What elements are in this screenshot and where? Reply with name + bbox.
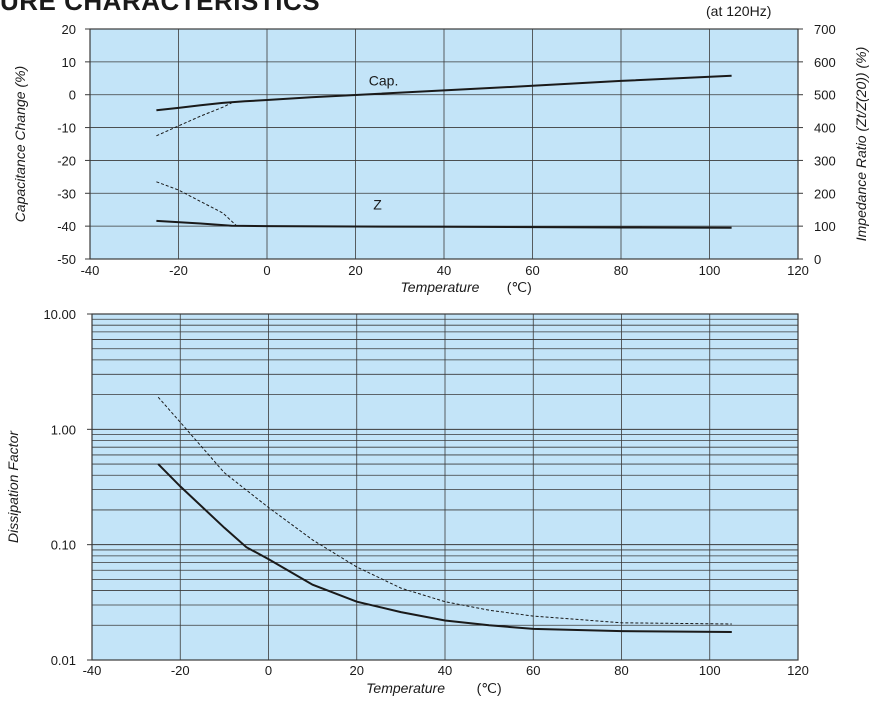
chart1-x-tick-label: -40 — [81, 263, 100, 278]
chart1-y2-tick-label: 0 — [814, 252, 821, 267]
chart1-x-tick-label: 100 — [699, 263, 721, 278]
chart1-y-tick-label: -30 — [57, 186, 76, 201]
chart1-y2-tick-label: 500 — [814, 88, 836, 103]
chart2-x-tick-label: -20 — [171, 663, 190, 678]
chart2-y-tick-label: 1.00 — [51, 422, 76, 437]
chart2-y-axis-title: Dissipation Factor — [5, 430, 21, 543]
chart1-x-axis-title: Temperature — [401, 279, 480, 295]
chart1-y-tick-label: -20 — [57, 153, 76, 168]
chart1-y-tick-label: -40 — [57, 219, 76, 234]
chart1-y-tick-label: -50 — [57, 252, 76, 267]
chart2-frame — [91, 313, 799, 661]
chart1-frame — [89, 28, 799, 260]
chart1-y2-tick-label: 100 — [814, 219, 836, 234]
chart1-capacitance-line — [156, 74, 732, 112]
chart1-x-tick-label: 120 — [787, 263, 809, 278]
chart2-x-tick-label: 0 — [265, 663, 272, 678]
chart2-dissipation-dashed-line — [157, 396, 732, 625]
chart1-x-tick-label: 20 — [348, 263, 362, 278]
chart1-y2-tick-label: 200 — [814, 186, 836, 201]
chart1-y2-tick-label: 300 — [814, 153, 836, 168]
chart2-x-axis-unit: (℃) — [477, 680, 502, 696]
chart1-impedance-dashed-line — [156, 181, 237, 226]
page-title: URE CHARACTERISTICS — [0, 0, 321, 16]
chart2-x-tick-label: 100 — [699, 663, 721, 678]
chart2-x-tick-label: 20 — [350, 663, 364, 678]
chart1-y-tick-label: -10 — [57, 121, 76, 136]
chart1-capacitance-dashed-line — [156, 102, 232, 137]
chart1-series-label-z: Z — [373, 197, 382, 213]
chart1-y2-tick-label: 700 — [814, 22, 836, 37]
chart2-x-axis-title: Temperature — [366, 680, 445, 696]
chart1-impedance-line — [156, 219, 732, 229]
chart1-y-tick-label: 0 — [69, 88, 76, 103]
chart2-dissipation-line — [157, 463, 732, 633]
chart1-y-axis-title: Capacitance Change (%) — [12, 66, 28, 222]
chart2-x-tick-label: -40 — [83, 663, 102, 678]
chart1-x-tick-label: 0 — [263, 263, 270, 278]
chart1-x-tick-label: 40 — [437, 263, 451, 278]
chart1-y-tick-label: 10 — [62, 55, 76, 70]
chart1-series-label-cap: Cap. — [369, 73, 399, 89]
chart1-x-tick-label: 80 — [614, 263, 628, 278]
chart2-x-tick-label: 80 — [614, 663, 628, 678]
chart1-y2-axis-title: Impedance Ratio (Zt/Z(20)) (%) — [853, 47, 869, 242]
chart1-x-tick-label: -20 — [169, 263, 188, 278]
chart1-y2-tick-label: 600 — [814, 55, 836, 70]
chart2-x-tick-label: 60 — [526, 663, 540, 678]
chart1-y2-tick-label: 400 — [814, 121, 836, 136]
measurement-condition: (at 120Hz) — [706, 3, 772, 19]
chart2-x-tick-label: 40 — [438, 663, 452, 678]
chart2-x-tick-label: 120 — [787, 663, 809, 678]
chart2-y-tick-label: 10.00 — [43, 307, 76, 322]
chart2-y-tick-label: 0.01 — [51, 653, 76, 668]
chart2-y-tick-label: 0.10 — [51, 538, 76, 553]
chart1-x-tick-label: 60 — [525, 263, 539, 278]
chart1-y-tick-label: 20 — [62, 22, 76, 37]
chart1-x-axis-unit: (℃) — [507, 279, 532, 295]
